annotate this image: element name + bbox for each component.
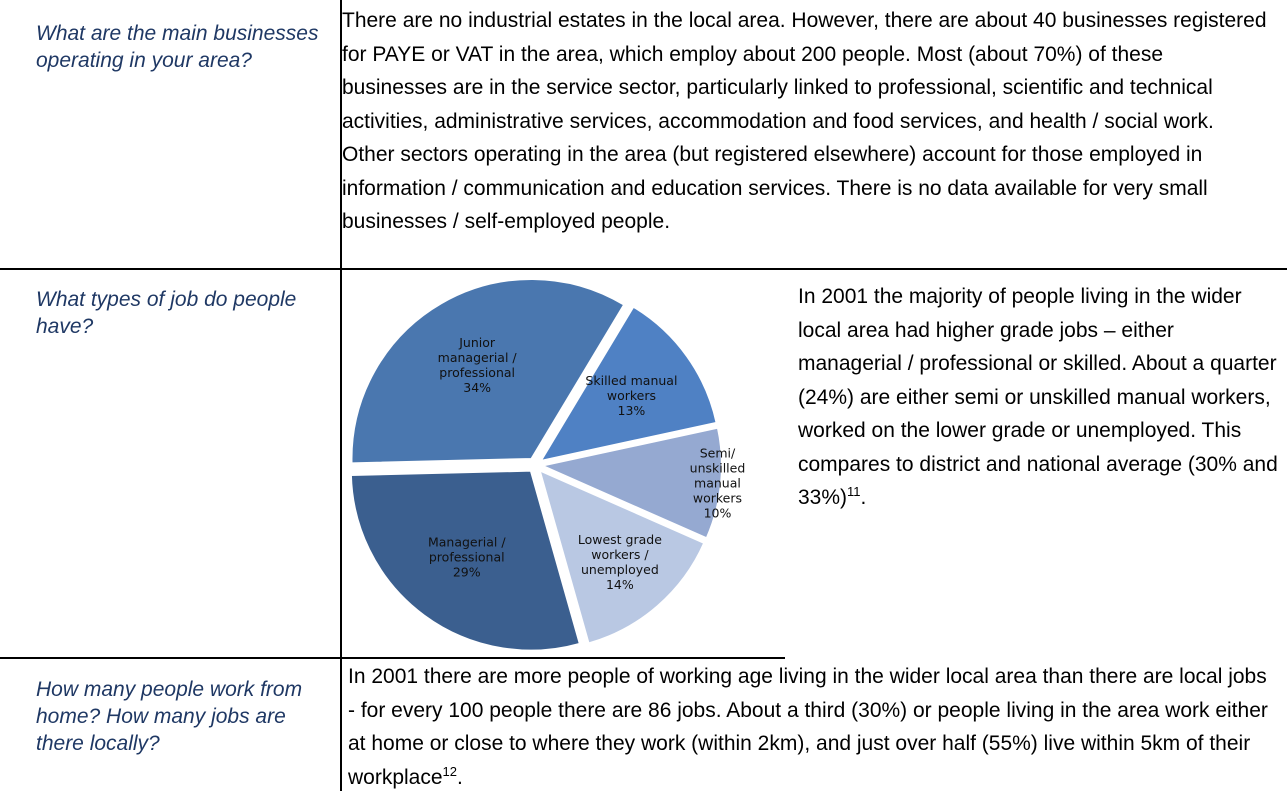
answer-text: In 2001 the majority of people living in… [798, 285, 1278, 509]
column-divider [340, 0, 342, 791]
slice-label: workers / [591, 547, 649, 562]
slice-value-label: 10% [704, 506, 732, 521]
slice-label: Semi/ [700, 446, 736, 461]
pie-slice [538, 426, 723, 540]
answer: In 2001 the majority of people living in… [798, 280, 1282, 515]
question: What types of job do people have? [36, 288, 297, 338]
slice-label: workers [607, 388, 656, 403]
pie-slice [349, 469, 582, 652]
pie-chart: Skilled manualworkers13%Semi/unskilledma… [349, 277, 746, 652]
answer-end: . [860, 486, 867, 509]
slice-label: manual [694, 476, 741, 491]
slice-value-label: 14% [606, 577, 634, 592]
question: How many people work from home? How many… [36, 678, 303, 755]
slice-value-label: 13% [618, 403, 646, 418]
pie-slice [538, 468, 706, 645]
pie-slice [350, 277, 626, 465]
answer: There are no industrial estates in the l… [342, 9, 1267, 233]
slice-value-label: 34% [463, 380, 491, 395]
slice-label: professional [439, 365, 515, 380]
slice-label: Lowest grade [578, 532, 662, 547]
row-divider [0, 268, 1287, 270]
slice-value-label: 29% [453, 565, 481, 580]
slice-label: managerial / [438, 350, 518, 365]
slice-label: unskilled [690, 461, 746, 476]
footnote-ref: 11 [847, 484, 861, 499]
slice-label: Junior [458, 335, 496, 350]
slice-label: workers [693, 491, 742, 506]
footnote-ref: 12 [442, 763, 458, 779]
question: What are the main businesses operating i… [36, 22, 319, 72]
answer: In 2001 there are more people of working… [348, 660, 1278, 794]
slice-label: unemployed [581, 562, 659, 577]
answer-text: In 2001 there are more people of working… [348, 665, 1268, 789]
slice-label: Managerial / [428, 535, 506, 550]
slice-label: professional [429, 550, 505, 565]
pie-slice [538, 305, 718, 463]
slice-label: Skilled manual [585, 373, 677, 388]
answer-end: . [457, 765, 463, 789]
row-divider [0, 657, 785, 659]
